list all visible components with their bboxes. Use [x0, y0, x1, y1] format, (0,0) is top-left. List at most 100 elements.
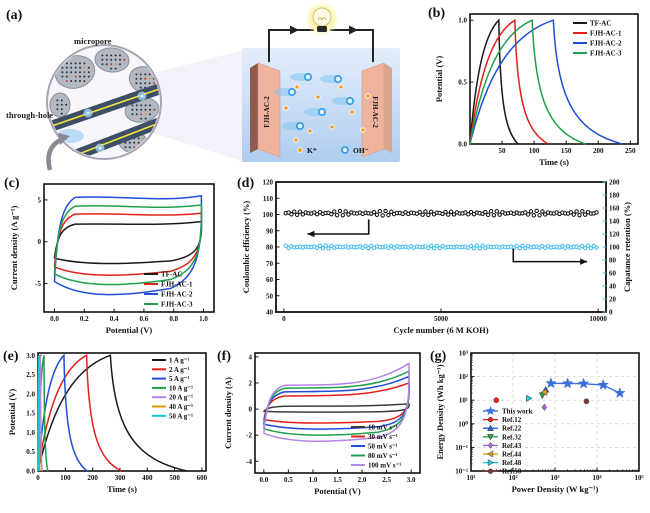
- panel-label-c: (c): [4, 176, 20, 191]
- y-tick-label: 10⁻²: [455, 468, 468, 476]
- series-TF-AC: [53, 220, 203, 265]
- point-Coulombic-efficiency: [446, 212, 451, 217]
- point-Coulombic-efficiency: [428, 209, 434, 214]
- potassium-legend-icon: [297, 147, 303, 153]
- point-Coulombic-efficiency: [488, 209, 494, 214]
- point-Capacitance-retention: [514, 243, 519, 249]
- y-tick-label: -2: [246, 432, 252, 440]
- legend-label: 40 A g⁻¹: [169, 403, 193, 411]
- point-Capacitance-retention: [594, 245, 599, 250]
- series-FJH-AC-1: [469, 18, 549, 145]
- x-axis-label: Potential (V): [314, 486, 361, 496]
- right-y-tick-label: 140: [609, 218, 620, 226]
- legend-item-80-mV-s-: 80 mV s⁻¹: [351, 452, 398, 460]
- point-Coulombic-efficiency: [340, 213, 345, 218]
- series-1-A-g-: [37, 354, 188, 472]
- point-Capacitance-retention: [480, 243, 485, 248]
- legend-item-10-A-g-: 10 A g⁻¹: [152, 384, 193, 392]
- legend-label: 10 A g⁻¹: [169, 384, 193, 392]
- x-tick-label: 0.0: [50, 315, 59, 323]
- electrolyte-cell: [242, 48, 400, 162]
- point-Capacitance-retention: [468, 243, 474, 249]
- point-Coulombic-efficiency: [294, 212, 300, 218]
- diamond-marker: [541, 403, 548, 411]
- x-tick-label: 150: [561, 147, 572, 155]
- circle-marker: [493, 397, 500, 404]
- point-Coulombic-efficiency: [343, 209, 348, 214]
- current-arrow-left: [290, 25, 299, 35]
- legend-label: Ref.44: [502, 451, 522, 459]
- right-y-tick-label: 60: [609, 270, 617, 278]
- point-Capacitance-retention: [434, 243, 440, 248]
- legend-item-Ref-50: Ref.50: [483, 468, 522, 476]
- legend-item-This-work: This work: [483, 405, 533, 416]
- y-tick-label: 2: [249, 380, 253, 388]
- series-Ref-50: [583, 398, 590, 405]
- point-Coulombic-efficiency: [448, 209, 454, 214]
- panel-a-schematic: FJH-AC-2 FJH-AC-2 K⁺ OH⁻ micropore through-…: [0, 0, 430, 172]
- series-50-A-g-: [37, 355, 41, 472]
- series-30-mV-s-: [263, 382, 410, 424]
- legend-label: 100 mV s⁻¹: [368, 462, 401, 470]
- x-tick-label: 0.2: [80, 315, 89, 323]
- y-tick-label: 5: [38, 196, 42, 204]
- y-axis-label: Potential (V): [434, 56, 444, 103]
- point-Capacitance-retention: [363, 243, 368, 249]
- point-Coulombic-efficiency: [528, 209, 534, 214]
- point-Coulombic-efficiency: [371, 209, 377, 215]
- point-Coulombic-efficiency: [297, 209, 303, 214]
- through-hole-label: through-hole: [6, 110, 54, 120]
- x-tick-label: 3.0: [407, 476, 416, 484]
- chart-g-canvas: 10¹ 10² 10³ 10⁴ 10⁵ 10⁻² 10⁻¹ 10⁰ 10¹ 10² 10³ Power…: [435, 350, 644, 495]
- panel-g-ragone-chart: 10¹ 10² 10³ 10⁴ 10⁵ 10⁻² 10⁻¹ 10⁰ 10¹ 10² 10³ Power…: [425, 345, 650, 513]
- y-tick-label: 10⁰: [458, 420, 468, 428]
- point-Coulombic-efficiency: [483, 209, 488, 215]
- point-Coulombic-efficiency: [374, 212, 380, 217]
- point-Capacitance-retention: [437, 245, 442, 251]
- series-Ref-48: [526, 394, 533, 402]
- point-Coulombic-efficiency: [594, 210, 599, 215]
- legend-item-Ref-12: Ref.12: [483, 416, 522, 424]
- hydroxide-legend-icon: [341, 146, 349, 154]
- x-tick-label: 1.0: [309, 476, 318, 484]
- potassium-ion: [283, 105, 289, 111]
- left-electrode: [257, 62, 281, 158]
- star-marker: [577, 377, 590, 389]
- x-axis-label: Time (s): [539, 157, 569, 167]
- star-marker: [485, 405, 496, 416]
- legend-label: Ref.50: [502, 468, 522, 476]
- x-tick-label: 1.5: [333, 476, 342, 484]
- x-tick-label: 0: [36, 474, 40, 482]
- schematic-canvas: FJH-AC-2 FJH-AC-2 K⁺ OH⁻: [46, 2, 400, 171]
- legend-item-TF-AC: TF-AC: [144, 271, 182, 279]
- left-electrode-side: [250, 63, 258, 153]
- series-FJH-AC-3: [53, 204, 203, 286]
- panel-f-cv-chart: 0.0 0.5 1.0 1.5 2.0 2.5 3.0 -4 -2 0 2 4 Potential (V…: [215, 345, 430, 513]
- triangle-left-marker: [486, 450, 494, 458]
- legend-item-FJH-AC-2: FJH-AC-2: [144, 291, 193, 299]
- potassium-ion: [360, 127, 366, 133]
- legend-item-100-mV-s-: 100 mV s⁻¹: [351, 462, 401, 470]
- legend-label: Ref.43: [502, 442, 522, 450]
- x-tick-label: 50: [499, 147, 507, 155]
- y-tick-label: -4: [246, 458, 252, 466]
- legend-item-Ref-22: Ref.22: [483, 424, 522, 433]
- x-tick-label: 600: [197, 474, 208, 482]
- point-Capacitance-retention: [517, 246, 522, 251]
- point-Coulombic-efficiency: [389, 209, 394, 214]
- zoom-funnel: [150, 50, 244, 162]
- series-2-A-g-: [37, 354, 122, 472]
- y-tick-label: 0.0: [26, 468, 35, 476]
- point-Coulombic-efficiency: [292, 209, 297, 214]
- panel-c-cv-chart: 0.0 0.2 0.4 0.6 0.8 1.0 -5 0 5 Potential (V) Curre…: [0, 172, 235, 352]
- point-Capacitance-retention: [428, 243, 434, 248]
- legend-label: 10 mV s⁻¹: [368, 424, 398, 432]
- legend-item-30-mV-s-: 30 mV s⁻¹: [351, 433, 398, 441]
- point-Capacitance-retention: [520, 243, 525, 248]
- x-tick-label: 300: [115, 474, 126, 482]
- point-Coulombic-efficiency: [497, 212, 502, 217]
- right-y-axis-label: Capatance retention (%): [622, 202, 632, 292]
- y-tick-label: 4: [249, 353, 253, 361]
- legend-label: 5 A g⁻¹: [169, 375, 190, 383]
